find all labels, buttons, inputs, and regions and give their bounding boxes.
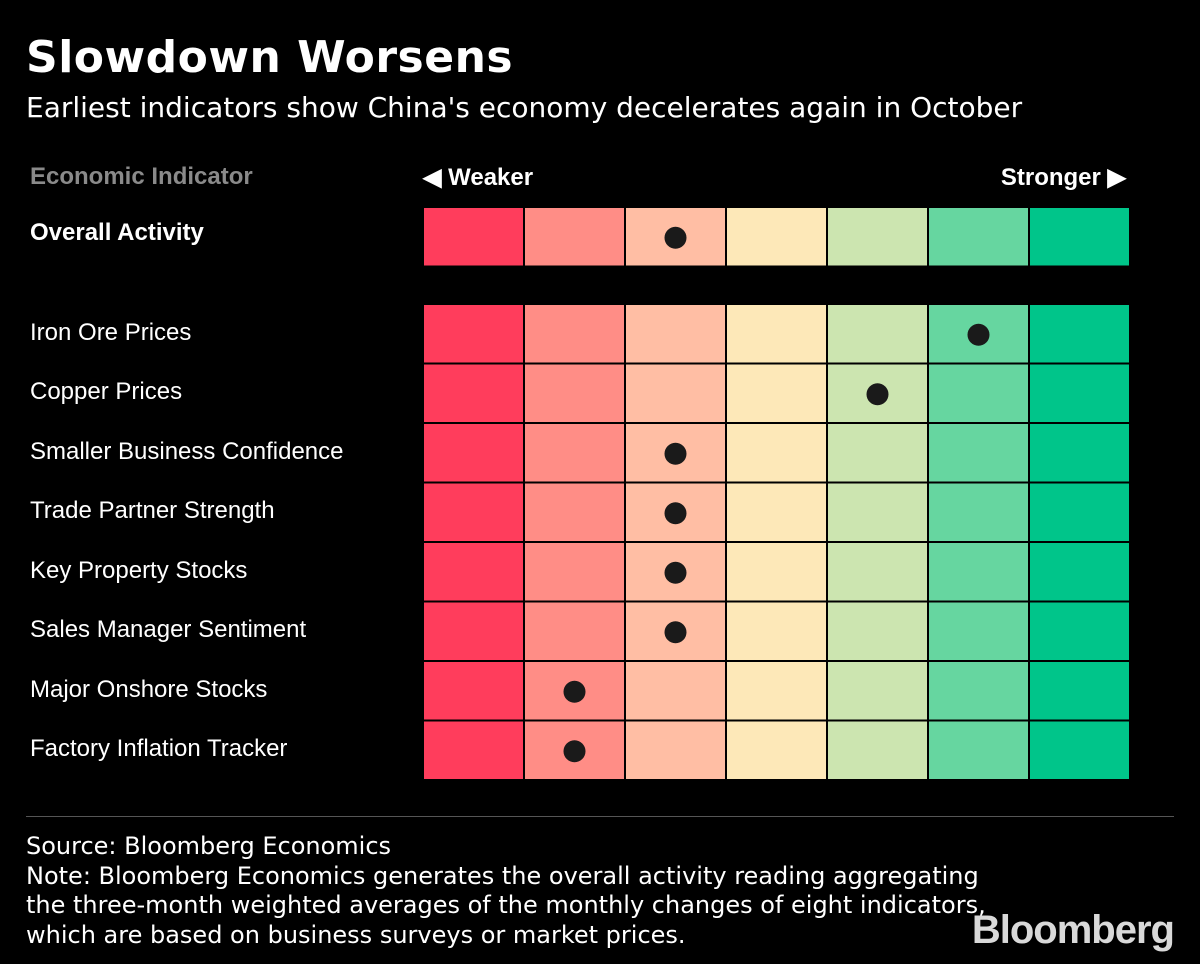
indicator-cell xyxy=(826,481,929,543)
indicator-cell xyxy=(1028,660,1131,722)
indicator-cell xyxy=(1028,481,1131,543)
indicator-cell xyxy=(725,481,828,543)
indicator-cell xyxy=(725,719,828,781)
indicator-column-header: Economic Indicator xyxy=(30,163,253,190)
indicator-label: Trade Partner Strength xyxy=(30,497,275,524)
overall-activity-cell xyxy=(725,206,828,268)
indicator-cell xyxy=(422,303,525,365)
indicator-cell xyxy=(1028,600,1131,662)
indicator-cell xyxy=(826,660,929,722)
overall-activity-cell xyxy=(523,206,626,268)
indicator-cell xyxy=(1028,719,1131,781)
indicator-cell xyxy=(725,303,828,365)
indicator-cell xyxy=(927,481,1030,543)
indicator-cell xyxy=(1028,541,1131,603)
indicator-cell xyxy=(624,660,727,722)
indicator-cell xyxy=(927,660,1030,722)
indicator-cell xyxy=(422,719,525,781)
indicator-cell xyxy=(523,422,626,484)
indicator-cell xyxy=(624,303,727,365)
indicator-cell xyxy=(826,422,929,484)
indicator-marker xyxy=(664,621,687,644)
indicator-cell xyxy=(1028,303,1131,365)
indicator-label: Key Property Stocks xyxy=(30,557,248,584)
stronger-scale-label: Stronger ▶ xyxy=(1000,164,1126,191)
indicator-label: Smaller Business Confidence xyxy=(30,438,344,465)
indicator-marker xyxy=(563,680,586,703)
overall-activity-cell xyxy=(422,206,525,268)
source-text: Source: Bloomberg Economics xyxy=(26,832,392,860)
indicator-cell xyxy=(523,362,626,424)
indicator-cell xyxy=(927,422,1030,484)
indicator-cell xyxy=(927,600,1030,662)
indicator-cell xyxy=(927,541,1030,603)
indicator-label: Sales Manager Sentiment xyxy=(30,616,307,643)
indicator-marker xyxy=(563,740,586,763)
note-text: Note: Bloomberg Economics generates the … xyxy=(26,861,986,949)
chart-title: Slowdown Worsens xyxy=(26,32,514,83)
indicator-cell xyxy=(523,481,626,543)
indicator-label: Iron Ore Prices xyxy=(30,319,192,346)
overall-activity-label: Overall Activity xyxy=(30,219,204,246)
indicator-cell xyxy=(927,362,1030,424)
indicator-cell xyxy=(1028,362,1131,424)
indicator-cell xyxy=(523,541,626,603)
footer: Source: Bloomberg Economics Note: Bloomb… xyxy=(26,832,986,950)
indicator-cell xyxy=(826,303,929,365)
indicator-cell xyxy=(422,422,525,484)
indicator-cell xyxy=(523,303,626,365)
indicator-cell xyxy=(422,481,525,543)
indicator-cell xyxy=(422,600,525,662)
overall-activity-marker xyxy=(664,226,687,249)
indicator-label: Factory Inflation Tracker xyxy=(30,735,288,762)
indicator-marker xyxy=(664,502,687,525)
indicator-cell xyxy=(725,600,828,662)
indicator-marker xyxy=(664,442,687,465)
overall-activity-cell xyxy=(1028,206,1131,268)
indicator-cell xyxy=(725,362,828,424)
indicator-cell xyxy=(725,422,828,484)
indicator-cell xyxy=(826,600,929,662)
indicator-cell xyxy=(826,719,929,781)
indicator-cell xyxy=(826,541,929,603)
indicator-cell xyxy=(725,660,828,722)
indicator-marker xyxy=(664,561,687,584)
indicator-marker xyxy=(967,323,990,346)
chart-subtitle: Earliest indicators show China's economy… xyxy=(26,91,1023,124)
indicator-marker xyxy=(866,383,889,406)
indicator-cell xyxy=(422,362,525,424)
bloomberg-logo: Bloomberg xyxy=(971,908,1175,952)
footer-divider xyxy=(26,816,1174,817)
indicator-cell xyxy=(1028,422,1131,484)
weaker-scale-label: ◀ Weaker xyxy=(423,164,534,191)
indicator-cell xyxy=(523,600,626,662)
indicator-cell xyxy=(624,362,727,424)
heatmap-grid xyxy=(422,206,1131,781)
indicator-cell xyxy=(624,719,727,781)
indicator-cell xyxy=(725,541,828,603)
indicator-label: Major Onshore Stocks xyxy=(30,676,268,703)
overall-activity-cell xyxy=(826,206,929,268)
indicator-label: Copper Prices xyxy=(30,378,183,405)
indicator-cell xyxy=(422,660,525,722)
indicator-cell xyxy=(422,541,525,603)
indicator-cell xyxy=(927,719,1030,781)
overall-activity-cell xyxy=(927,206,1030,268)
